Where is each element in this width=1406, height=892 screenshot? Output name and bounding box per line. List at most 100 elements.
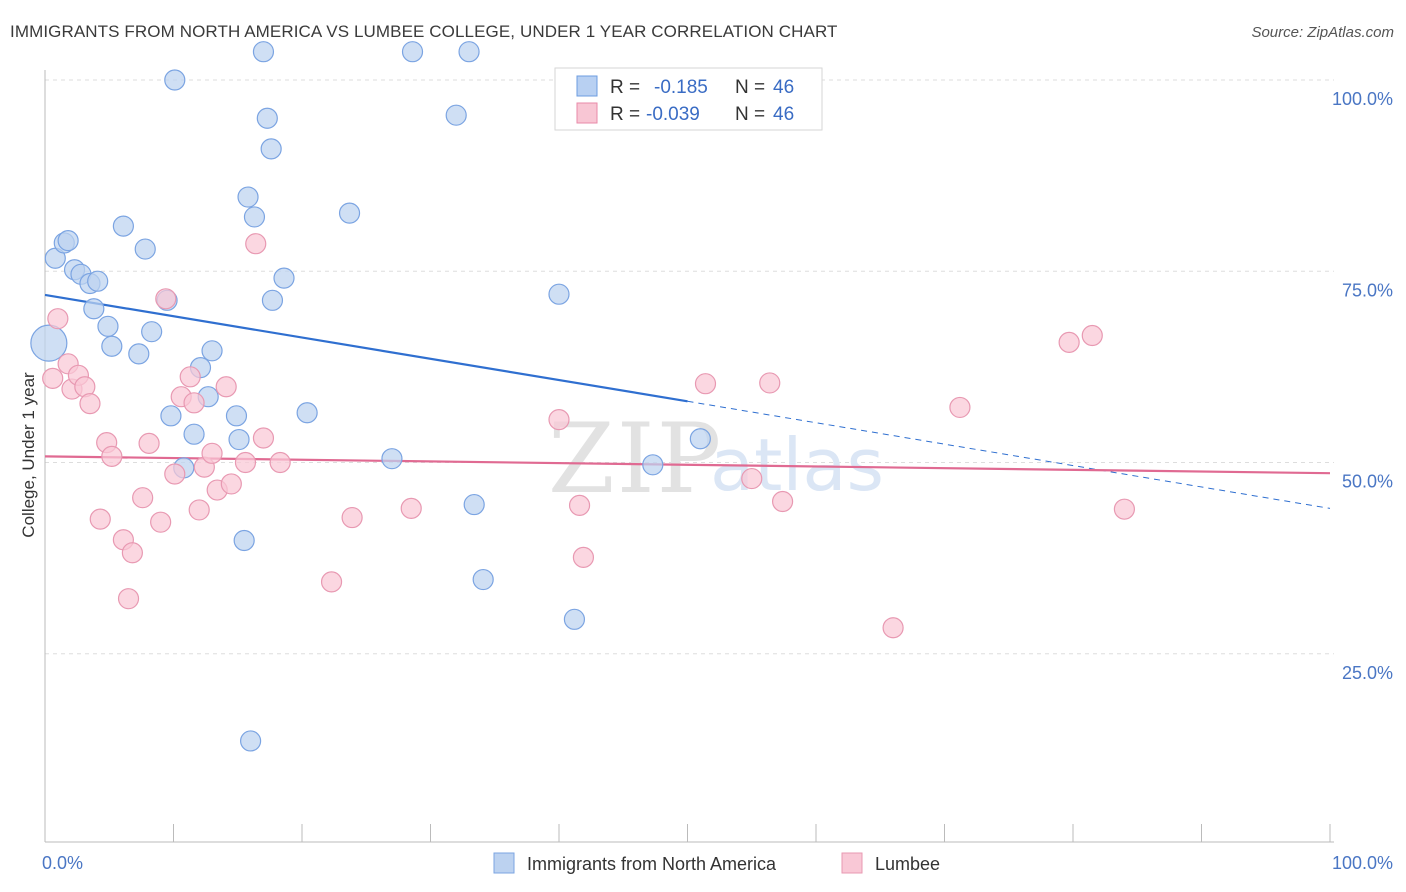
chart-title: IMMIGRANTS FROM NORTH AMERICA VS LUMBEE … — [10, 22, 838, 41]
pink-point-40 — [882, 617, 904, 639]
bottom-legend-label-blue: Immigrants from North America — [527, 854, 777, 874]
pink-point-29 — [269, 451, 291, 474]
pink-point-13 — [138, 432, 160, 454]
legend-n-value-pink: 46 — [773, 104, 794, 125]
pink-point-38 — [771, 490, 794, 513]
pink-point-34 — [568, 494, 591, 516]
blue-trend-extension — [687, 400, 1331, 509]
legend-swatch-blue — [576, 75, 598, 97]
pink-point-44 — [1113, 498, 1136, 520]
pink-point-28 — [252, 427, 275, 449]
pink-point-30 — [320, 571, 343, 593]
blue-point-30 — [260, 138, 282, 160]
pink-point-19 — [183, 392, 205, 414]
y-tick-label-1: 50.0% — [1342, 472, 1393, 492]
y-tick-label-0: 25.0% — [1342, 663, 1393, 683]
pink-point-27 — [245, 233, 267, 255]
bottom-legend-swatch-pink — [841, 852, 863, 874]
blue-point-19 — [164, 69, 186, 91]
blue-point-45 — [689, 428, 711, 450]
legend-r-value-pink: -0.039 — [646, 104, 700, 125]
blue-point-42 — [548, 283, 570, 305]
legend-r-value-blue: -0.185 — [654, 77, 708, 98]
pink-point-14 — [150, 511, 172, 533]
pink-point-22 — [201, 442, 223, 464]
blue-point-39 — [458, 41, 480, 63]
x-tick-labels: 0.0% 100.0% — [42, 853, 1393, 873]
pink-point-33 — [548, 409, 570, 431]
blue-point-16 — [160, 405, 182, 427]
pink-point-10 — [117, 588, 140, 610]
pink-point-26 — [234, 451, 257, 474]
bottom-legend-swatch-blue — [493, 852, 515, 874]
pink-point-31 — [341, 506, 363, 529]
source-credit: Source: ZipAtlas.com — [1251, 24, 1394, 41]
pink-point-37 — [741, 467, 763, 490]
y-tick-label-3: 100.0% — [1332, 89, 1393, 109]
blue-point-31 — [240, 730, 262, 752]
pink-point-41 — [949, 396, 971, 419]
y-tick-labels: 25.0% 50.0% 75.0% 100.0% — [1332, 89, 1393, 683]
blue-point-43 — [563, 608, 586, 630]
pink-point-8 — [101, 445, 123, 467]
blue-point-23 — [233, 529, 255, 552]
blue-point-12 — [112, 215, 134, 237]
axes — [44, 70, 1334, 843]
blue-point-35 — [338, 202, 361, 224]
legend-swatch-pink — [576, 102, 598, 124]
pink-point-16 — [164, 463, 186, 485]
blue-point-21 — [201, 340, 223, 362]
blue-point-34 — [296, 402, 318, 424]
legend-n-label-pink: N = — [735, 104, 765, 125]
y-axis-label: College, Under 1 year — [19, 372, 38, 538]
pink-point-32 — [400, 497, 422, 519]
pink-point-35 — [572, 546, 595, 568]
trend-lines — [44, 293, 1331, 509]
legend-r-label-blue: R = — [610, 77, 640, 98]
y-tick-label-2: 75.0% — [1342, 280, 1393, 300]
pink-trend-line — [44, 455, 1331, 475]
blue-point-38 — [445, 104, 467, 126]
blue-point-10 — [101, 335, 123, 357]
blue-trend-line — [44, 293, 688, 403]
legend-r-label-pink: R = — [610, 104, 640, 125]
blue-point-40 — [463, 493, 485, 516]
blue-point-24 — [228, 428, 250, 451]
blue-point-22 — [225, 405, 248, 427]
legend-n-label-blue: N = — [735, 77, 765, 98]
pink-point-42 — [1058, 331, 1080, 353]
blue-point-32 — [261, 289, 284, 311]
pink-point-5 — [79, 392, 101, 415]
pink-point-18 — [179, 366, 201, 388]
blue-point-37 — [401, 41, 424, 63]
blue-point-14 — [128, 343, 150, 365]
blue-point-28 — [256, 107, 278, 129]
legend-box: R = -0.185 N = 46 R = -0.039 N = 46 — [554, 67, 823, 131]
pink-point-43 — [1081, 324, 1103, 347]
pink-point-39 — [759, 372, 781, 394]
blue-point-29 — [252, 41, 275, 63]
x-tick-label-max: 100.0% — [1332, 853, 1393, 873]
blue-point-0 — [30, 324, 68, 362]
data-points — [30, 41, 1136, 752]
watermark: ZIP atlas — [548, 403, 884, 515]
x-tick-label-min: 0.0% — [42, 853, 83, 873]
pink-point-0 — [47, 308, 69, 330]
legend-frame — [554, 67, 823, 131]
blue-point-41 — [472, 568, 494, 591]
pink-point-12 — [132, 487, 154, 509]
blue-point-44 — [642, 454, 664, 476]
grid-lines — [45, 79, 1334, 655]
blue-point-11 — [141, 321, 163, 343]
blue-point-13 — [134, 238, 156, 260]
pink-point-45 — [42, 367, 64, 389]
blue-point-3 — [57, 230, 79, 252]
blue-point-33 — [273, 267, 295, 289]
pink-point-36 — [694, 373, 717, 395]
pink-point-24 — [215, 376, 237, 398]
blue-point-7 — [87, 270, 109, 292]
blue-point-26 — [237, 186, 259, 208]
pink-point-25 — [220, 473, 242, 495]
bottom-legend-label-pink: Lumbee — [875, 854, 940, 874]
